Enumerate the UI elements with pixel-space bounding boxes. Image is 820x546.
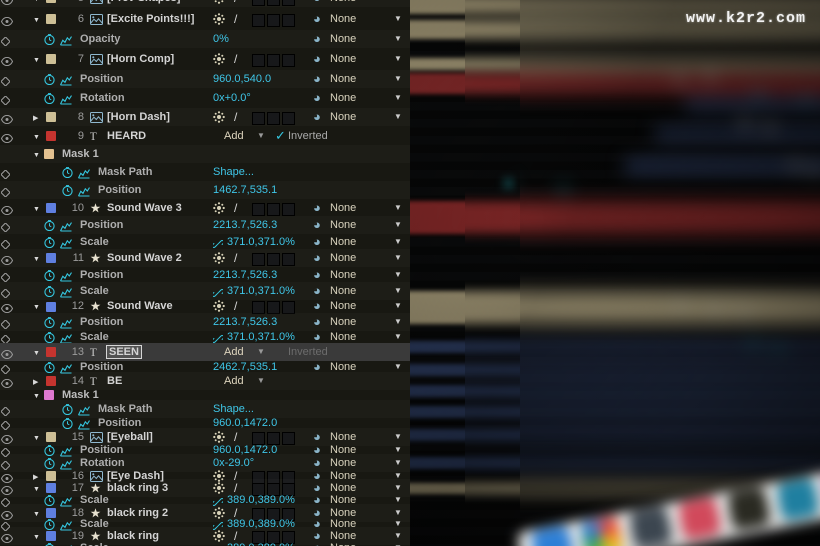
svg-text:T: T [90,346,98,358]
svg-text:T: T [90,130,98,142]
svg-text:T: T [90,375,98,387]
